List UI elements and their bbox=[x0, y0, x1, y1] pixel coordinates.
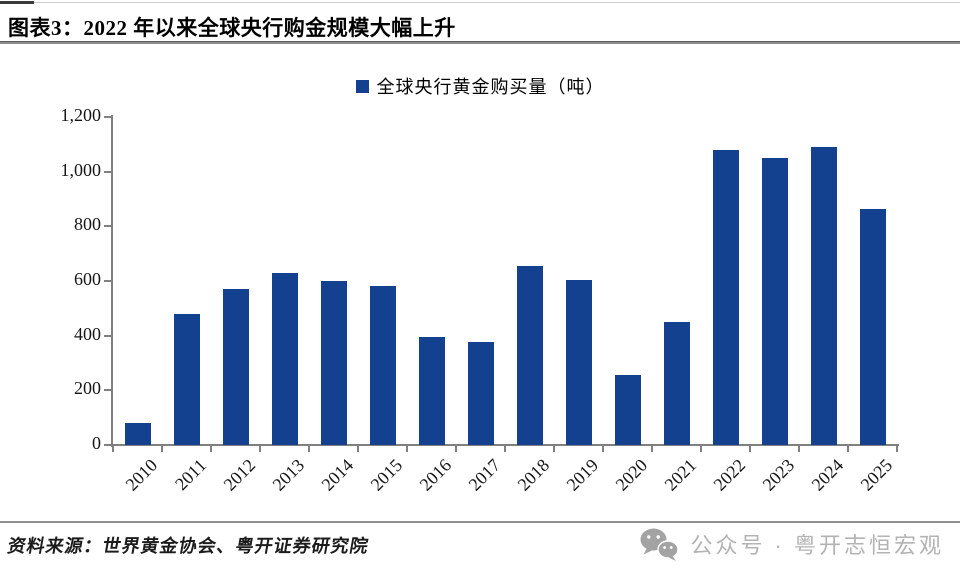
x-tick-label: 2018 bbox=[513, 455, 553, 495]
bar-2014 bbox=[320, 280, 347, 445]
bar-2024 bbox=[810, 147, 837, 445]
page-title: 图表3：2022 年以来全球央行购金规模大幅上升 bbox=[8, 16, 456, 40]
x-tick bbox=[112, 446, 114, 452]
x-tick-label: 2010 bbox=[121, 455, 161, 495]
bar-2025 bbox=[859, 209, 886, 445]
x-tick bbox=[357, 446, 359, 452]
y-tick-label: 1,000 bbox=[60, 159, 102, 180]
legend-label: 全球央行黄金购买量（吨） bbox=[376, 77, 605, 97]
x-tick-label: 2013 bbox=[268, 455, 308, 495]
bar-2023 bbox=[761, 158, 788, 445]
x-tick-label: 2025 bbox=[856, 455, 896, 495]
legend-swatch-icon bbox=[355, 79, 369, 93]
x-tick bbox=[896, 446, 898, 452]
title-divider bbox=[0, 41, 960, 44]
bar-2019 bbox=[565, 279, 592, 445]
bar-2021 bbox=[663, 322, 690, 445]
x-tick-label: 2014 bbox=[317, 455, 357, 495]
x-tick bbox=[504, 446, 506, 452]
x-tick bbox=[700, 446, 702, 452]
bar-2013 bbox=[271, 272, 298, 445]
y-tick bbox=[104, 444, 112, 446]
y-tick bbox=[104, 280, 112, 282]
y-tick bbox=[104, 334, 112, 337]
x-tick-label: 2023 bbox=[758, 455, 798, 495]
x-axis bbox=[111, 444, 899, 446]
source-note: 资料来源：世界黄金协会、粤开证券研究院 bbox=[6, 536, 371, 556]
bar-2016 bbox=[418, 337, 445, 445]
x-tick-label: 2019 bbox=[562, 455, 602, 495]
x-tick-label: 2021 bbox=[660, 455, 700, 495]
bar-2011 bbox=[173, 313, 200, 445]
x-tick bbox=[161, 446, 163, 452]
x-tick bbox=[406, 446, 408, 452]
wechat-icon bbox=[640, 528, 680, 561]
footer-divider bbox=[0, 521, 960, 523]
y-tick bbox=[104, 225, 112, 228]
y-tick-label: 0 bbox=[92, 433, 101, 453]
chart-legend: 全球央行黄金购买量（吨） bbox=[0, 73, 960, 99]
watermark: 公众号 · 粤开志恒宏观 bbox=[638, 526, 944, 562]
y-tick bbox=[104, 170, 112, 173]
bar-2017 bbox=[467, 341, 494, 445]
x-tick-label: 2020 bbox=[611, 455, 651, 495]
x-tick-label: 2011 bbox=[170, 455, 210, 495]
y-tick-label: 200 bbox=[74, 378, 101, 399]
x-tick bbox=[798, 446, 800, 452]
x-tick-label: 2016 bbox=[415, 455, 455, 495]
y-tick-label: 400 bbox=[74, 323, 101, 344]
bar-2022 bbox=[712, 149, 739, 445]
bar-2018 bbox=[516, 265, 543, 445]
x-tick bbox=[847, 446, 849, 452]
x-tick bbox=[602, 446, 604, 452]
x-tick bbox=[308, 446, 310, 452]
y-tick-label: 600 bbox=[74, 269, 101, 289]
y-axis bbox=[111, 115, 113, 447]
x-tick bbox=[455, 446, 457, 452]
x-tick-label: 2024 bbox=[807, 455, 847, 495]
watermark-text: 公众号 · 粤开志恒宏观 bbox=[690, 533, 944, 558]
bar-2012 bbox=[222, 289, 249, 445]
x-tick-label: 2022 bbox=[709, 455, 749, 495]
top-border-line bbox=[0, 2, 960, 3]
y-tick-label: 1,200 bbox=[60, 105, 102, 125]
x-tick-label: 2012 bbox=[219, 455, 259, 495]
x-tick bbox=[553, 446, 555, 452]
x-tick bbox=[210, 446, 212, 452]
y-tick bbox=[104, 116, 112, 118]
bar-2010 bbox=[124, 423, 151, 445]
x-tick bbox=[749, 446, 751, 452]
y-tick-label: 800 bbox=[74, 214, 101, 235]
bar-2020 bbox=[614, 375, 641, 445]
bar-2015 bbox=[369, 286, 396, 445]
x-tick bbox=[651, 446, 653, 452]
x-tick bbox=[259, 446, 261, 452]
x-tick-label: 2015 bbox=[366, 455, 406, 495]
y-tick bbox=[104, 389, 112, 392]
x-tick-label: 2017 bbox=[464, 455, 504, 495]
top-border-segment bbox=[0, 1, 34, 4]
